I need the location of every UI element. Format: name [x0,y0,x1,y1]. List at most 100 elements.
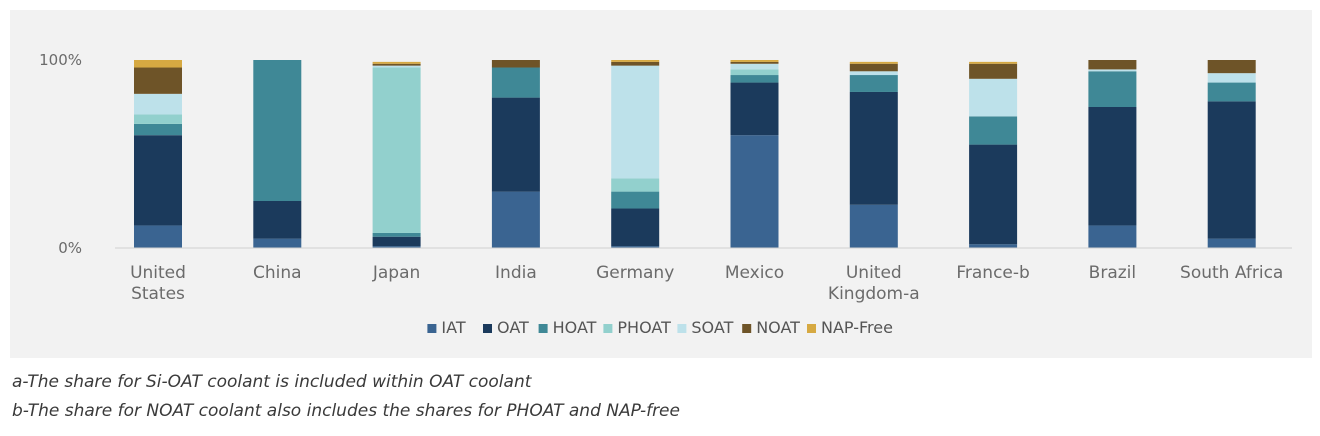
category-label-china: China [253,263,302,283]
bar-segment-noat-mexico [730,61,779,64]
legend-label-soat: SOAT [691,318,733,337]
bar-segment-oat-japan [372,236,421,247]
legend-label-nap-free: NAP-Free [821,318,893,337]
legend-swatch-soat [677,324,687,333]
bar-segment-iat-india [491,191,540,248]
bar-segment-oat-mexico [730,82,779,136]
bar-segment-oat-south-africa [1207,101,1256,239]
bar-segment-soat-japan [372,65,421,68]
bar-segment-oat-brazil [1088,107,1137,226]
legend-item-iat: IAT [427,318,466,337]
bar-segment-oat-germany [611,208,660,247]
bar-segment-oat-united-kingdom-a [849,91,898,205]
bar-segment-iat-united-states [134,225,182,248]
footnote-b: b-The share for NOAT coolant also includ… [12,401,680,421]
legend-swatch-iat [427,324,437,333]
bar-segment-phoat-germany [611,178,660,192]
bar-segment-nap-free-united-states [134,60,182,68]
legend-swatch-phoat [603,324,613,333]
bar-segment-hoat-united-kingdom-a [849,75,898,92]
bar-segment-nap-free-japan [372,61,421,64]
bar-segment-nap-free-france-b [969,61,1018,64]
bar-segment-nap-free-united-kingdom-a [849,61,898,64]
bar-france-b [969,61,1018,248]
bar-segment-hoat-france-b [969,116,1018,145]
bar-segment-iat-mexico [730,135,779,248]
bar-segment-iat-brazil [1088,225,1137,248]
bar-segment-iat-south-africa [1207,238,1256,248]
bar-segment-phoat-japan [372,67,421,233]
bar-segment-noat-japan [372,63,421,66]
legend-item-phoat: PHOAT [603,318,671,337]
bar-segment-noat-india [491,60,540,68]
legend-item-nap-free: NAP-Free [807,318,893,337]
bar-china [253,60,302,248]
bar-segment-hoat-united-states [134,123,182,136]
bar-mexico [730,60,779,248]
bar-segment-soat-germany [611,65,660,179]
bar-germany [611,60,660,248]
stacked-bar-chart: 0% 100% United States China Japan India Germany… [39,51,1292,337]
bar-segment-soat-united-kingdom-a [849,71,898,76]
category-label-japan: Japan [372,263,420,283]
bar-segment-hoat-germany [611,191,660,209]
bar-segment-noat-south-africa [1207,60,1256,74]
legend-item-noat: NOAT [742,318,800,337]
bar-united-states [134,60,182,248]
bar-segment-noat-germany [611,61,660,66]
bar-segment-iat-france-b [969,244,1018,248]
bar-segment-noat-brazil [1088,60,1137,70]
legend-label-oat: OAT [497,318,529,337]
category-label-united-states: United States [130,263,186,304]
legend: IAT OAT HOAT PHOAT SOAT NOAT NAP-Free [427,318,893,337]
bar-segment-oat-china [253,201,302,239]
bar-segment-hoat-south-africa [1207,82,1256,102]
bar-segment-oat-france-b [969,144,1018,245]
y-tick-label-0: 0% [58,239,82,257]
bar-segment-hoat-china [253,60,302,201]
legend-item-oat: OAT [483,318,529,337]
legend-swatch-noat [742,324,752,333]
bar-india [491,60,540,248]
category-label-united-kingdom-a: United Kingdom-a [828,263,920,304]
bar-segment-phoat-united-states [134,114,182,124]
legend-label-iat: IAT [441,318,465,337]
category-label-mexico: Mexico [725,263,784,283]
legend-swatch-nap-free [807,324,816,333]
legend-swatch-hoat [538,324,548,333]
bar-united-kingdom-a [849,61,898,248]
category-label-france-b: France-b [956,263,1029,283]
footnote-a: a-The share for Si-OAT coolant is includ… [12,372,532,392]
bar-segment-phoat-mexico [730,69,779,76]
category-label-south-africa: South Africa [1180,263,1283,283]
bar-segment-iat-germany [611,246,660,248]
bar-segment-nap-free-mexico [730,60,779,62]
bar-segment-hoat-japan [372,232,421,237]
bar-segment-soat-brazil [1088,69,1137,72]
legend-label-hoat: HOAT [553,318,597,337]
category-label-brazil: Brazil [1089,263,1136,283]
bar-japan [372,61,421,248]
legend-item-soat: SOAT [677,318,734,337]
bar-segment-noat-france-b [969,63,1018,79]
bar-segment-oat-united-states [134,135,182,226]
bar-segment-hoat-india [491,67,540,98]
bar-segment-noat-united-kingdom-a [849,63,898,72]
bar-segment-soat-mexico [730,63,779,70]
axis-layer: 0% 100% United States China Japan India Germany… [39,51,1292,304]
category-label-germany: Germany [596,263,674,283]
bar-segment-soat-south-africa [1207,73,1256,83]
bar-segment-iat-united-kingdom-a [849,204,898,248]
bar-south-africa [1207,60,1256,248]
bar-segment-soat-united-states [134,93,182,115]
bar-segment-hoat-mexico [730,75,779,83]
bar-segment-nap-free-germany [611,60,660,62]
bar-segment-soat-france-b [969,78,1018,117]
bar-segment-noat-united-states [134,67,182,94]
category-label-india: India [495,263,537,283]
chart-panel: 0% 100% United States China Japan India Germany… [10,10,1312,358]
y-tick-label-100: 100% [39,51,82,69]
bars-layer [134,60,1256,248]
bar-segment-iat-china [253,238,302,248]
legend-label-noat: NOAT [756,318,800,337]
